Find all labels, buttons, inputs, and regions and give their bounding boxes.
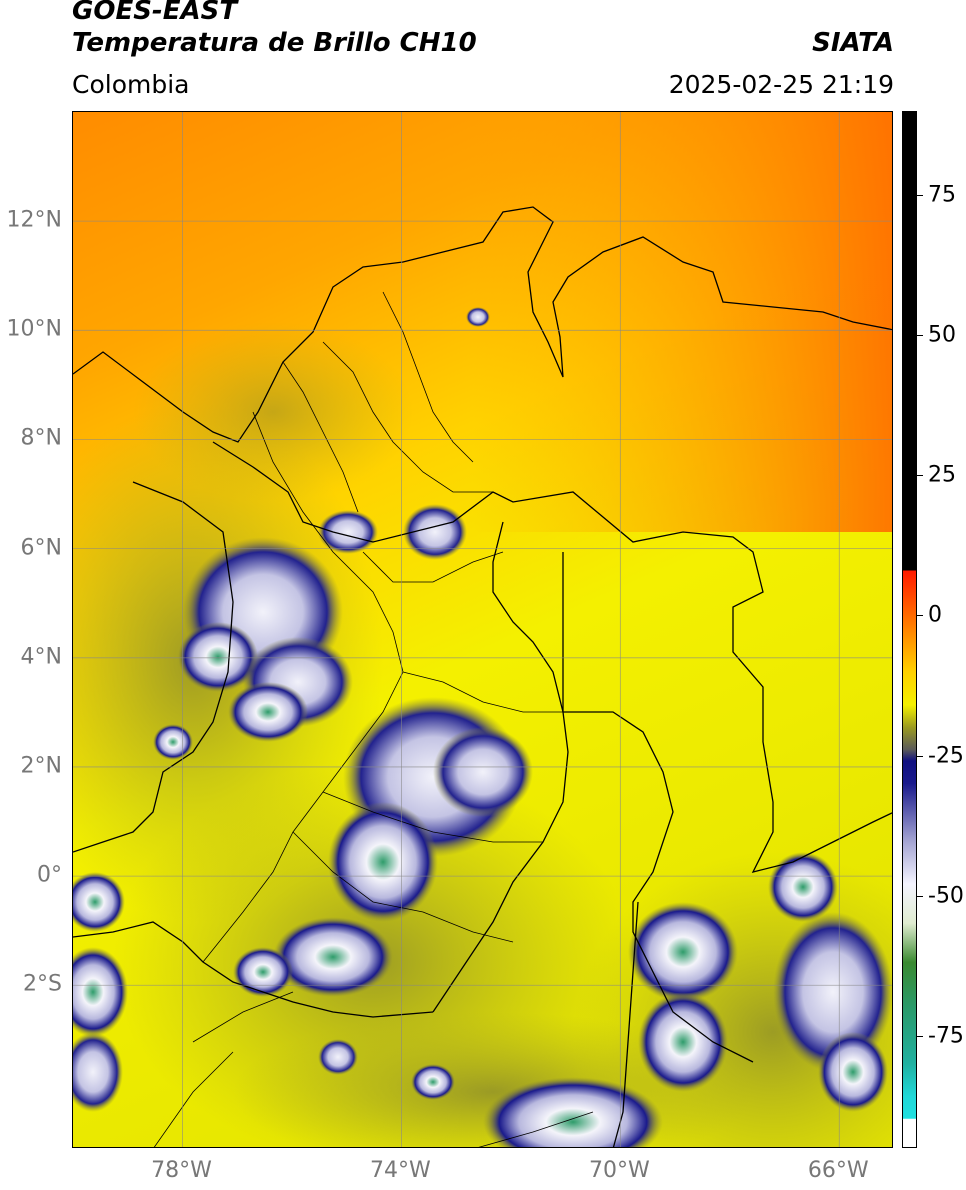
- organization-label: SIATA: [812, 28, 894, 58]
- lon-tick-label: 66°W: [807, 1158, 869, 1183]
- lat-tick-label: 12°N: [6, 207, 62, 233]
- colorbar-tick-label: 50: [928, 322, 956, 348]
- lat-tick-label: 0°: [37, 862, 62, 888]
- lat-tick-label: 8°N: [20, 425, 62, 451]
- colorbar-tick-label: -50: [928, 883, 964, 909]
- lon-tick-label: 70°W: [588, 1158, 650, 1183]
- product-title: Temperatura de Brillo CH10: [72, 28, 477, 58]
- colorbar-tick-label: -75: [928, 1023, 964, 1049]
- lat-tick-label: 10°N: [6, 316, 62, 342]
- brightness-temperature-image: [73, 112, 892, 1147]
- satellite-title: GOES-EAST: [72, 0, 238, 26]
- region-label: Colombia: [72, 70, 190, 99]
- colorbar-tick: [917, 195, 923, 197]
- colorbar-tick-label: 25: [928, 462, 956, 488]
- colorbar-tick-label: 75: [928, 182, 956, 208]
- colorbar-tick: [917, 755, 923, 757]
- colorbar-tick: [917, 615, 923, 617]
- colorbar-tick: [917, 475, 923, 477]
- colorbar-tick: [917, 1035, 923, 1037]
- colorbar-tick-label: 0: [928, 602, 942, 628]
- lat-tick-label: 2°S: [23, 971, 62, 997]
- lon-tick-label: 74°W: [370, 1158, 431, 1183]
- lat-tick-label: 4°N: [20, 644, 62, 670]
- lat-tick-label: 6°N: [20, 535, 62, 561]
- colorbar-tick-label: -25: [928, 743, 964, 769]
- colorbar: [902, 111, 917, 1148]
- timestamp-label: 2025-02-25 21:19: [668, 70, 894, 99]
- colorbar-tick: [917, 895, 923, 897]
- satellite-map: [72, 111, 893, 1148]
- lon-tick-label: 78°W: [151, 1158, 212, 1183]
- colorbar-tick: [917, 335, 923, 337]
- lat-tick-label: 2°N: [20, 753, 62, 779]
